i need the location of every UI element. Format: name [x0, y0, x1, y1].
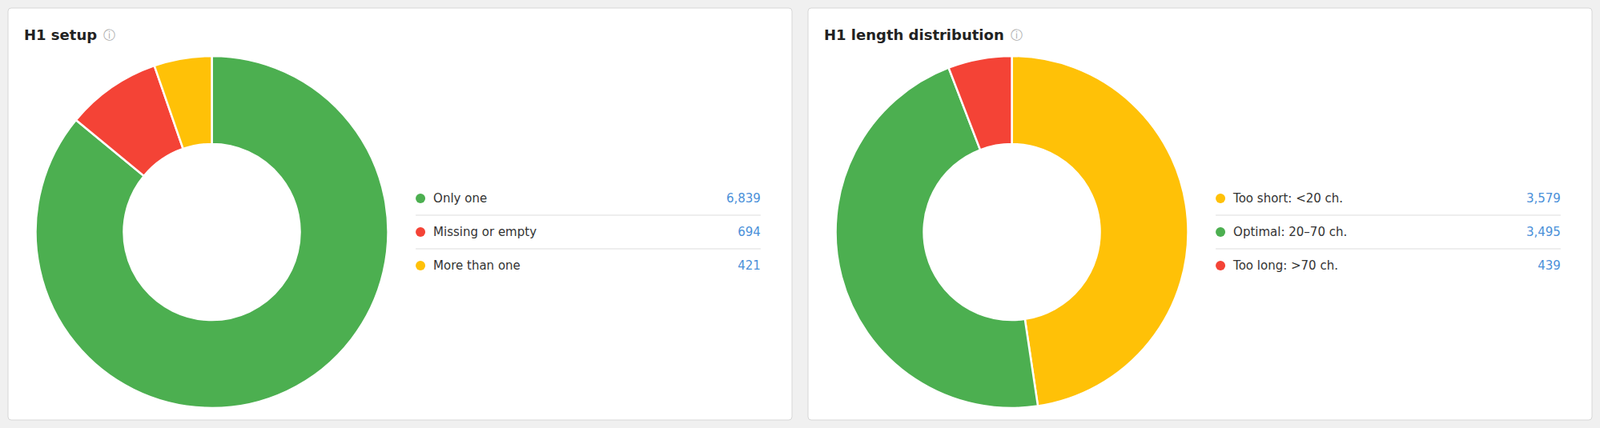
legend: Too short: <20 ch. 3,579 Optimal: 20–70 ch… [1215, 191, 1561, 274]
title-annotation: ⓘ [1010, 28, 1023, 43]
legend-value: 439 [1537, 258, 1561, 274]
panel: H1 length distribution ⓘ Too short: <20 ch… [808, 8, 1592, 421]
legend-label: More than one [433, 258, 521, 274]
legend-divider [415, 215, 761, 217]
panel-background [8, 8, 792, 421]
donut-slice [948, 56, 1013, 150]
legend-value: 694 [737, 225, 761, 240]
chart-title: H1 setup [24, 26, 97, 44]
legend-swatch [415, 227, 426, 238]
legend-divider [415, 249, 761, 250]
donut-slice [36, 56, 389, 409]
chart-title: H1 length distribution [824, 26, 1005, 44]
legend-label: Only one [433, 191, 487, 206]
legend-swatch [1215, 227, 1226, 238]
legend-swatch [415, 261, 426, 271]
donut-slice [154, 56, 213, 149]
legend-label: Too long: >70 ch. [1232, 258, 1339, 274]
legend: Only one 6,839 Missing or empty 694 More tha… [415, 191, 761, 274]
legend-value: 6,839 [726, 191, 761, 206]
donut [836, 56, 1189, 409]
legend-divider [1215, 215, 1561, 217]
title-annotation: ⓘ [103, 28, 116, 43]
legend-swatch [1215, 261, 1226, 271]
legend-label: Optimal: 20–70 ch. [1233, 225, 1347, 240]
panel: H1 setup ⓘ Only one 6,839 Missing or empty 69… [8, 8, 792, 421]
panel-background [808, 8, 1592, 421]
legend-swatch [415, 193, 426, 204]
donut-slice [1012, 56, 1189, 407]
legend-label: Missing or empty [433, 225, 537, 240]
donut [36, 56, 389, 409]
legend-label: Too short: <20 ch. [1232, 191, 1343, 206]
chart-root: H1 setup ⓘ Only one 6,839 Missing or empty 69… [0, 0, 1600, 428]
legend-divider [1215, 249, 1561, 250]
legend-swatch [1215, 193, 1226, 204]
legend-value: 3,495 [1526, 225, 1561, 240]
legend-value: 3,579 [1526, 191, 1561, 206]
legend-value: 421 [737, 258, 761, 274]
